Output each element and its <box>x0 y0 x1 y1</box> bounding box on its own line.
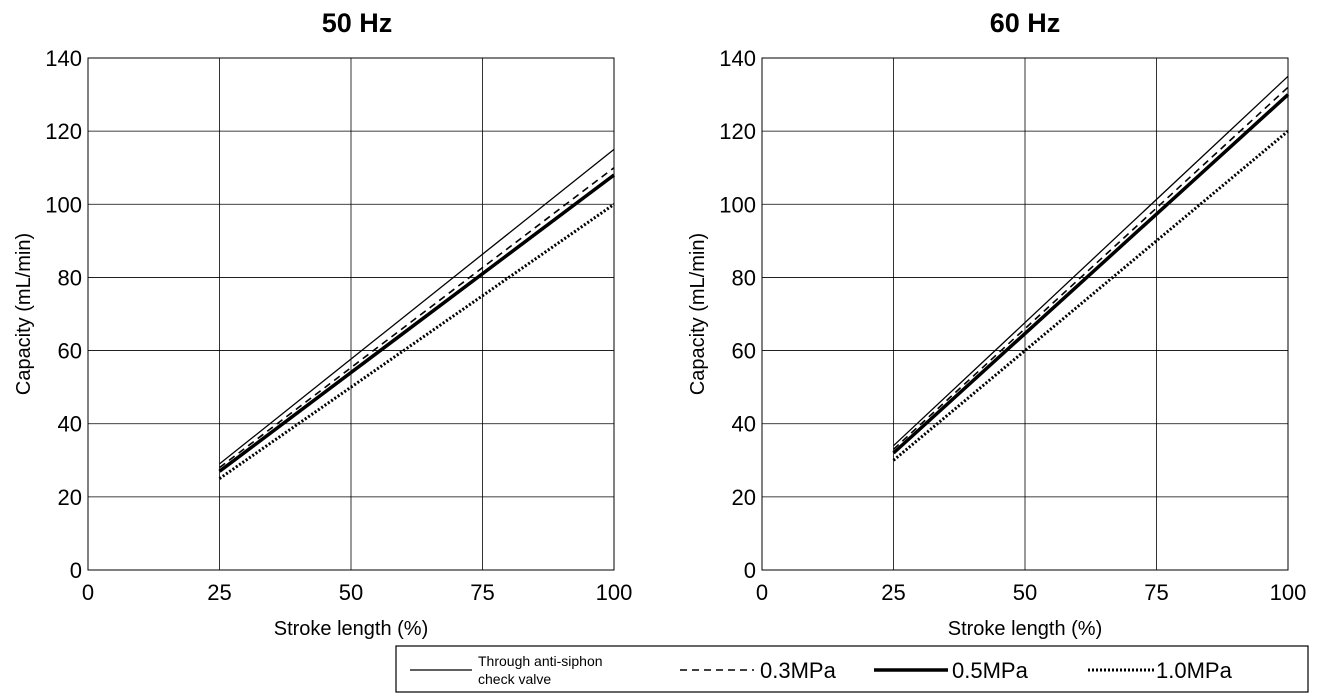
y-tick-label: 120 <box>45 119 82 144</box>
y-tick-label: 80 <box>58 265 82 290</box>
legend-label-0.3mpa: 0.3MPa <box>760 658 837 683</box>
x-tick-label: 75 <box>470 580 494 605</box>
y-tick-label: 0 <box>70 558 82 583</box>
y-tick-label: 120 <box>719 119 756 144</box>
y-tick-label: 60 <box>58 339 82 364</box>
series-line-0.5mpa <box>892 93 1290 455</box>
y-axis-label: Capacity (mL/min) <box>687 233 709 395</box>
legend-label-anti-siphon-line1: Through anti-siphon <box>478 653 603 669</box>
series-line-through-anti-siphon-check-valve <box>219 148 615 465</box>
y-tick-label: 80 <box>732 265 756 290</box>
y-tick-label: 40 <box>58 412 82 437</box>
legend-box <box>395 645 1309 693</box>
x-tick-label: 75 <box>1144 580 1168 605</box>
x-tick-label: 0 <box>82 580 94 605</box>
chart-60hz: 0 25 50 75 100 0 20 40 60 80 100 120 140 60 Hz Stroke … <box>687 8 1306 640</box>
y-tick-label: 60 <box>732 339 756 364</box>
chart-50hz: 0 25 50 75 100 0 20 40 60 80 100 120 140 50 Hz Stroke … <box>13 8 632 640</box>
series-line-1.0mpa <box>218 203 615 480</box>
x-tick-label: 25 <box>207 580 231 605</box>
y-axis-label: Capacity (mL/min) <box>13 233 35 395</box>
legend: Through anti-siphon check valve 0.3MPa 0… <box>395 645 1309 693</box>
y-tick-label: 140 <box>45 46 82 71</box>
y-tick-label: 0 <box>744 558 756 583</box>
series-line-1.0mpa <box>892 129 1289 462</box>
y-tick-label: 100 <box>719 192 756 217</box>
x-tick-label: 100 <box>596 580 633 605</box>
x-axis-label: Stroke length (%) <box>948 618 1103 640</box>
x-tick-label: 100 <box>1270 580 1307 605</box>
x-tick-label: 25 <box>881 580 905 605</box>
series-line-0.5mpa <box>218 173 616 473</box>
x-axis-label: Stroke length (%) <box>274 618 429 640</box>
y-tick-label: 20 <box>732 485 756 510</box>
legend-label-anti-siphon-line2: check valve <box>478 671 551 687</box>
legend-label-1.0mpa: 1.0MPa <box>1156 658 1233 683</box>
chart-title: 50 Hz <box>322 8 393 38</box>
x-tick-label: 50 <box>339 580 363 605</box>
legend-label-0.5mpa: 0.5MPa <box>952 658 1029 683</box>
y-tick-label: 20 <box>58 485 82 510</box>
x-tick-label: 0 <box>756 580 768 605</box>
y-tick-label: 40 <box>732 412 756 437</box>
series-line-0.3mpa <box>219 167 615 469</box>
series-line-0.3mpa <box>892 86 1289 450</box>
y-tick-label: 140 <box>719 46 756 71</box>
y-tick-label: 100 <box>45 192 82 217</box>
chart-title: 60 Hz <box>990 8 1061 38</box>
x-tick-label: 50 <box>1013 580 1037 605</box>
series-line-through-anti-siphon-check-valve <box>893 75 1289 447</box>
